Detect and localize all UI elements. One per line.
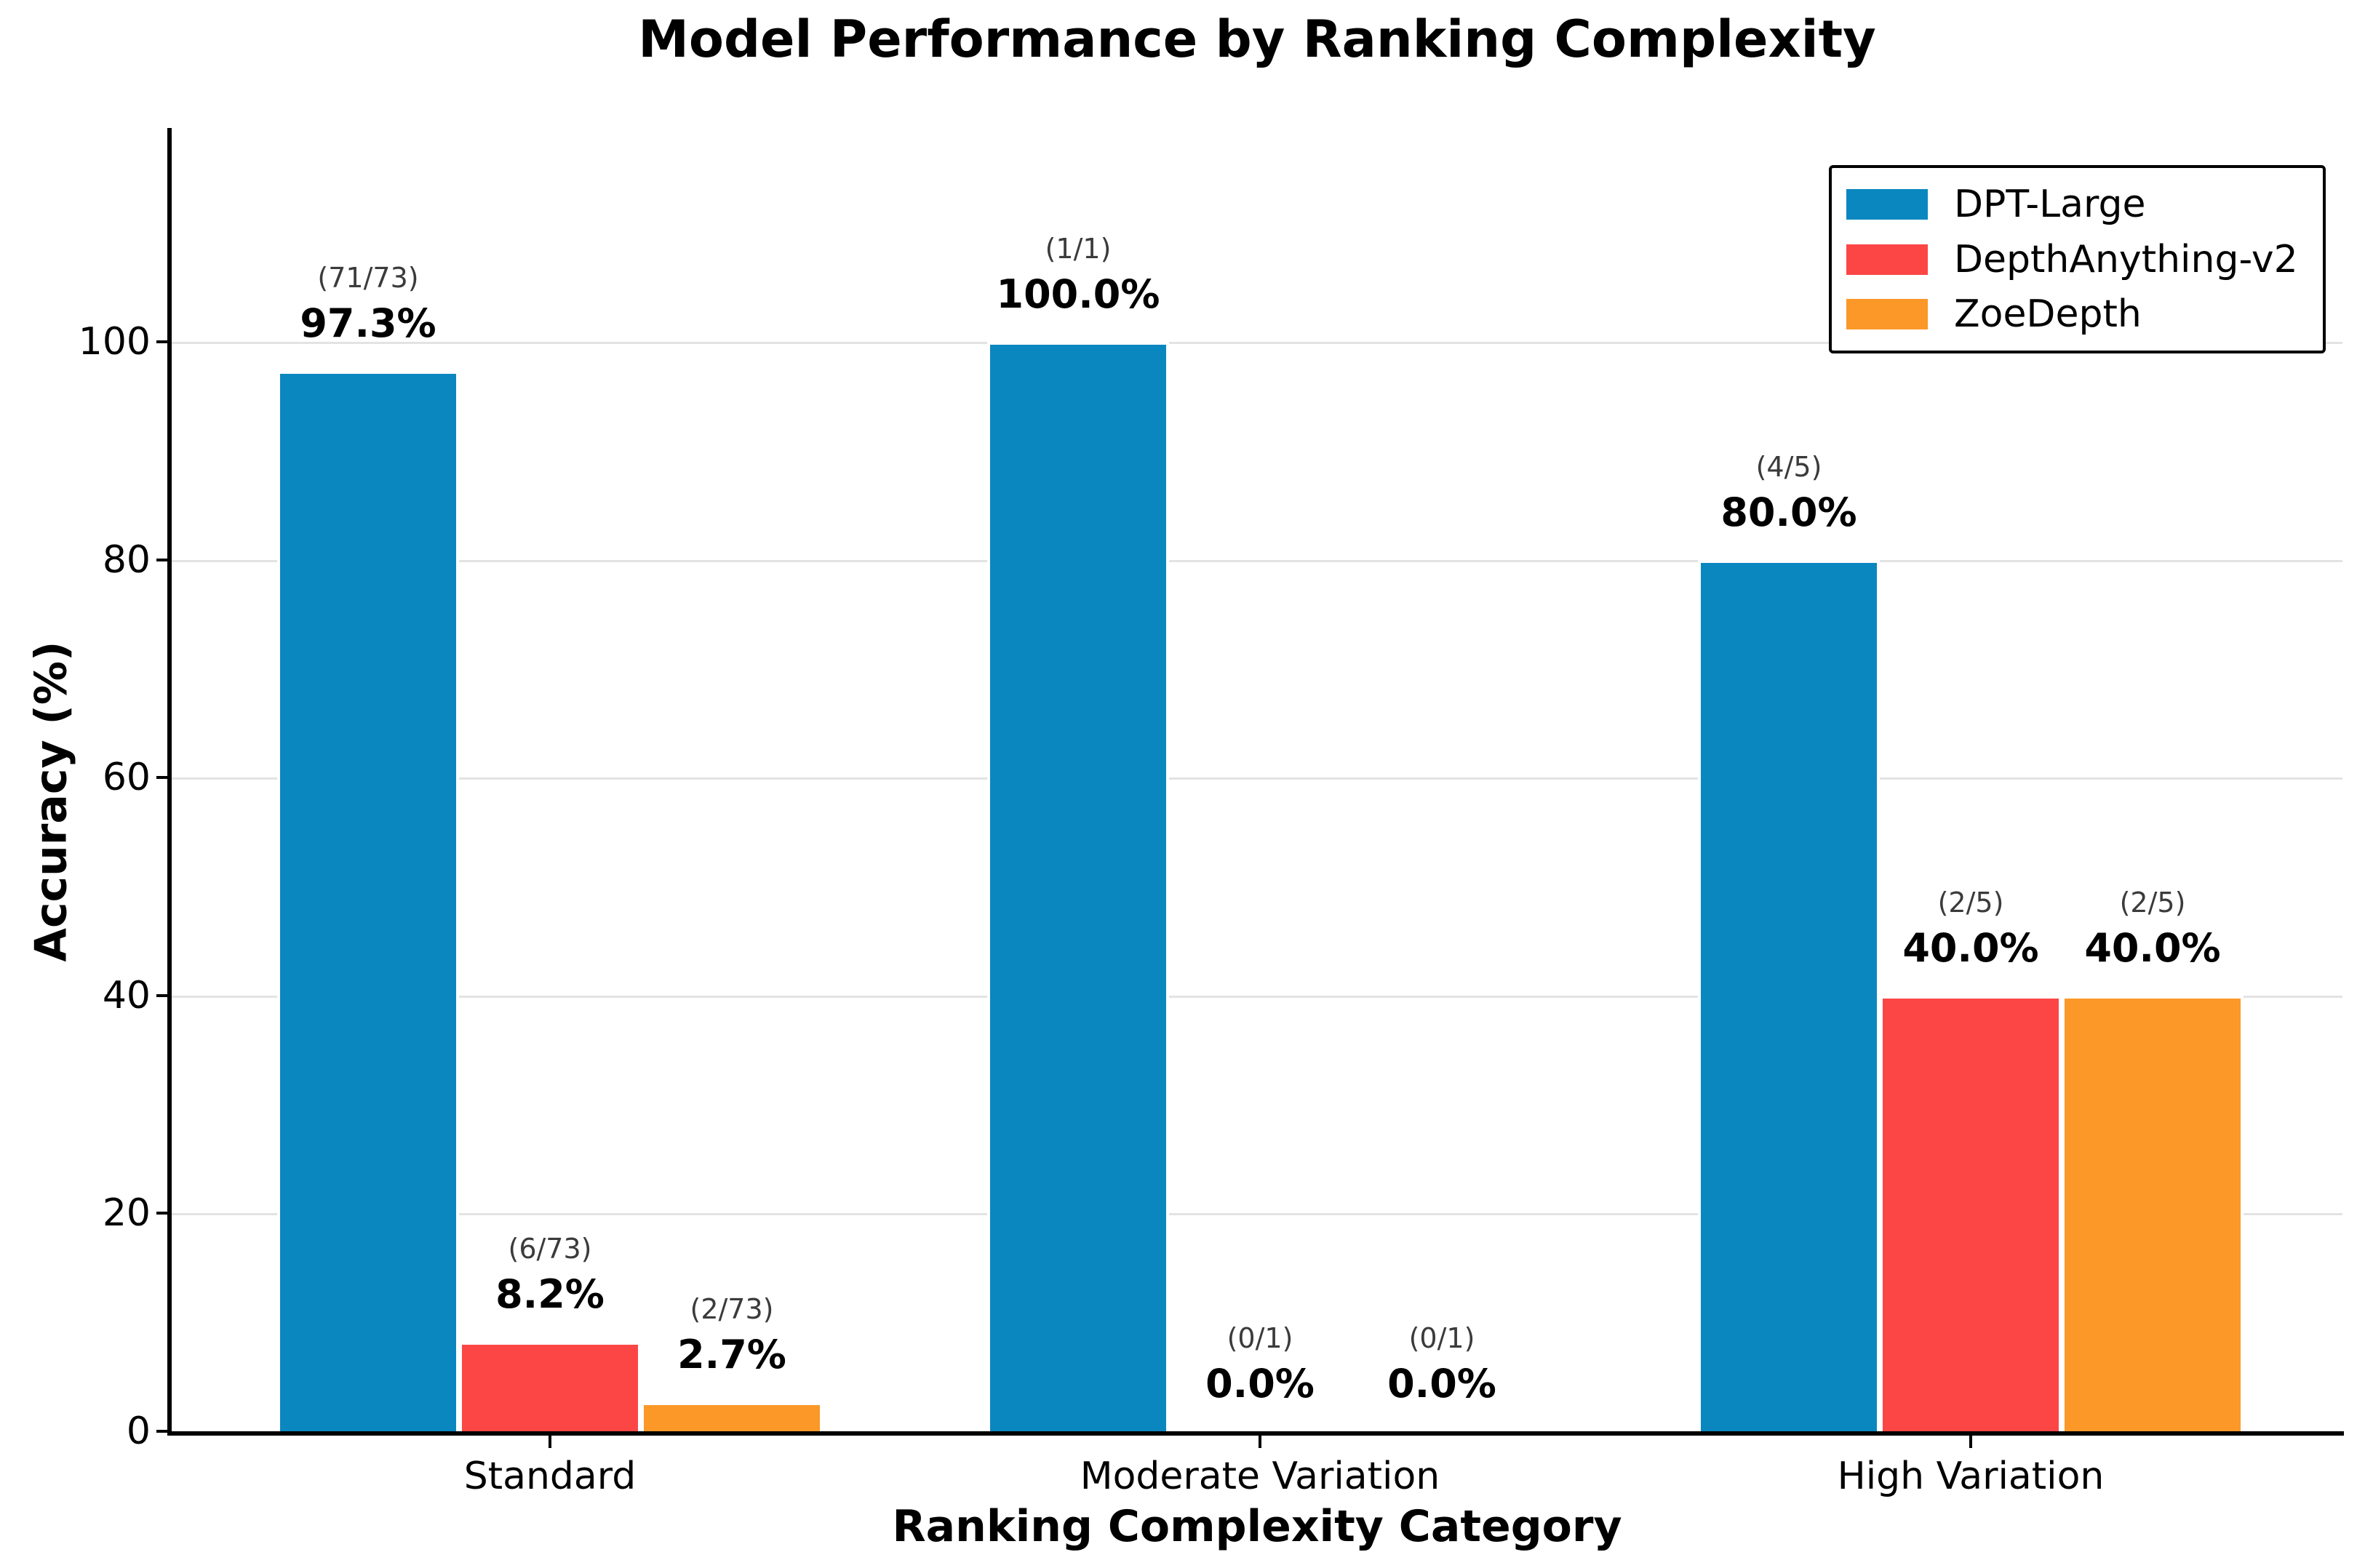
bar-percent-label: 80.0%: [1720, 489, 1857, 535]
x-tick-mark-standard: [549, 1436, 551, 1448]
bar-label-depthanything-v2-high-variation: (2/5) 40.0%: [1818, 889, 2123, 968]
y-tick-mark-100: [156, 340, 170, 343]
bar-count-label: (2/5): [2119, 887, 2186, 919]
bar-zoedepth-high-variation: [2062, 996, 2244, 1431]
bar-count-label: (71/73): [317, 262, 419, 294]
x-tick-mark-moderate-variation: [1259, 1436, 1261, 1448]
bar-count-label: (2/73): [690, 1293, 774, 1325]
bar-percent-label: 0.0%: [1387, 1361, 1496, 1407]
y-tick-mark-0: [156, 1430, 170, 1433]
x-axis-spine: [167, 1431, 2344, 1436]
legend-row-dpt-large: DPT-Large: [1832, 185, 2323, 223]
gridline-100: [172, 342, 2342, 344]
bar-dpt-large-high-variation: [1698, 560, 1880, 1431]
bar-count-label: (2/5): [1937, 887, 2004, 919]
plot-area: (71/73) 97.3% (1/1) 100.0% (4/5) 80.0% (6/73) 8…: [172, 131, 2342, 1431]
x-tick-label-moderate-variation: Moderate Variation: [1080, 1455, 1440, 1498]
y-tick-label-80: 80: [102, 538, 151, 582]
legend-label-dpt-large: DPT-Large: [1954, 182, 2146, 226]
legend: DPT-Large DepthAnything-v2 ZoeDepth: [1829, 165, 2326, 353]
y-tick-label-60: 60: [102, 756, 151, 799]
bar-dpt-large-moderate-variation: [987, 342, 1169, 1431]
y-tick-mark-40: [156, 994, 170, 997]
legend-row-zoedepth: ZoeDepth: [1832, 295, 2323, 333]
x-axis-title: Ranking Complexity Category: [892, 1501, 1622, 1552]
x-tick-mark-high-variation: [1969, 1436, 1972, 1448]
gridline-80: [172, 560, 2342, 562]
bar-count-label: (0/1): [1227, 1322, 1293, 1354]
gridline-40: [172, 996, 2342, 998]
legend-label-depthanything-v2: DepthAnything-v2: [1954, 237, 2298, 281]
legend-swatch-zoedepth: [1846, 299, 1928, 330]
bar-percent-label: 97.3%: [300, 300, 436, 346]
gridline-60: [172, 777, 2342, 780]
y-axis-spine: [167, 128, 172, 1436]
bar-label-dpt-large-standard: (71/73) 97.3%: [215, 264, 521, 343]
bar-percent-label: 40.0%: [2084, 925, 2221, 971]
legend-row-depthanything-v2: DepthAnything-v2: [1832, 241, 2323, 279]
bar-label-depthanything-v2-moderate-variation: (0/1) 0.0%: [1107, 1324, 1413, 1404]
bar-percent-label: 8.2%: [495, 1271, 605, 1317]
y-tick-mark-20: [156, 1212, 170, 1215]
bar-percent-label: 0.0%: [1205, 1361, 1315, 1407]
legend-swatch-depthanything-v2: [1846, 244, 1928, 275]
bar-label-zoedepth-high-variation: (2/5) 40.0%: [2000, 889, 2305, 968]
gridline-20: [172, 1213, 2342, 1215]
bar-label-zoedepth-moderate-variation: (0/1) 0.0%: [1289, 1324, 1595, 1404]
y-tick-label-0: 0: [126, 1409, 151, 1453]
x-tick-label-standard: Standard: [463, 1455, 637, 1498]
bar-depthanything-v2-standard: [459, 1342, 641, 1431]
bar-zoedepth-standard: [641, 1402, 823, 1431]
legend-label-zoedepth: ZoeDepth: [1954, 292, 2142, 337]
y-tick-label-40: 40: [102, 974, 151, 1017]
legend-swatch-dpt-large: [1846, 188, 1928, 220]
bar-percent-label: 2.7%: [677, 1332, 786, 1377]
y-tick-label-100: 100: [78, 320, 151, 364]
bar-label-depthanything-v2-standard: (6/73) 8.2%: [397, 1235, 703, 1314]
bar-count-label: (4/5): [1755, 451, 1822, 483]
bar-percent-label: 40.0%: [1902, 925, 2039, 971]
chart-title: Model Performance by Ranking Complexity: [638, 9, 1876, 69]
bar-count-label: (0/1): [1408, 1322, 1475, 1354]
y-tick-mark-60: [156, 776, 170, 779]
bar-depthanything-v2-high-variation: [1880, 996, 2062, 1431]
bar-percent-label: 100.0%: [996, 271, 1160, 317]
bar-label-zoedepth-standard: (2/73) 2.7%: [579, 1295, 885, 1375]
y-tick-label-20: 20: [102, 1191, 151, 1235]
bar-count-label: (6/73): [508, 1233, 592, 1265]
bar-count-label: (1/1): [1045, 233, 1112, 265]
bar-label-dpt-large-moderate-variation: (1/1) 100.0%: [925, 235, 1231, 314]
bar-label-dpt-large-high-variation: (4/5) 80.0%: [1636, 453, 1942, 532]
y-tick-mark-80: [156, 559, 170, 561]
bar-dpt-large-standard: [277, 371, 459, 1431]
x-tick-label-high-variation: High Variation: [1837, 1455, 2105, 1498]
